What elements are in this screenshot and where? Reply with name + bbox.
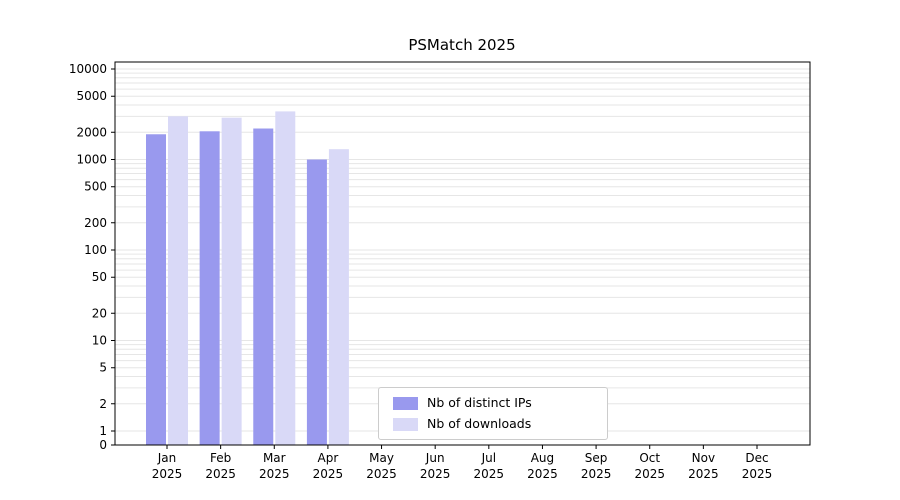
x-tick-label-month: Jul [481,451,496,465]
x-tick-label-month: Mar [263,451,286,465]
x-tick-label-year: 2025 [259,467,290,481]
y-tick-label: 50 [92,270,107,284]
x-tick-label-year: 2025 [474,467,505,481]
y-tick-label: 2000 [76,125,107,139]
y-tick-label: 20 [92,306,107,320]
y-tick-label: 10000 [69,62,107,76]
y-tick-label: 0 [99,438,107,452]
x-tick-label-month: Dec [745,451,768,465]
tick-marks [111,68,758,449]
x-tick-label-year: 2025 [205,467,236,481]
y-tick-label: 1 [99,424,107,438]
x-tick-label-month: Aug [531,451,554,465]
x-tick-label-year: 2025 [152,467,183,481]
bar-distinct-ips-mar [253,128,274,445]
y-tick-label: 5 [99,361,107,375]
legend-item: Nb of distinct IPs [393,396,593,410]
x-tick-label-month: Nov [692,451,715,465]
bar-distinct-ips-feb [199,131,220,446]
bar-downloads-feb [221,117,242,445]
legend-label: Nb of downloads [427,416,532,431]
legend: Nb of distinct IPs Nb of downloads [378,387,608,440]
x-tick-label-month: Oct [639,451,660,465]
axis-labels: 01 2 5 10 20 50 100 200 500 1000 2000 5000 10000 Jan 2… [69,62,772,481]
y-tick-label: 500 [84,180,107,194]
x-tick-label-year: 2025 [634,467,665,481]
y-tick-label: 10 [92,334,107,348]
x-tick-label-month: Sep [585,451,608,465]
chart-title: PSMatch 2025 [408,36,515,54]
x-tick-label-year: 2025 [420,467,451,481]
y-tick-label: 2 [99,397,107,411]
x-tick-label-month: Jun [425,451,445,465]
x-tick-label-year: 2025 [527,467,558,481]
y-tick-label: 200 [84,216,107,230]
x-tick-label-month: Apr [318,451,339,465]
bar-distinct-ips-apr [306,159,327,445]
bar-downloads-mar [275,111,296,446]
legend-item: Nb of downloads [393,417,593,431]
legend-label: Nb of distinct IPs [427,395,532,410]
x-tick-label-year: 2025 [688,467,719,481]
x-tick-label-year: 2025 [742,467,773,481]
axes-frame [114,61,811,446]
x-tick-label-month: May [369,451,394,465]
x-tick-label-year: 2025 [581,467,612,481]
legend-swatch [393,417,418,431]
y-tick-label: 100 [84,243,107,257]
bar-downloads-jan [168,116,188,445]
x-tick-label-year: 2025 [366,467,397,481]
y-tick-label: 1000 [76,153,107,167]
legend-swatch [393,396,418,410]
x-tick-label-month: Feb [210,451,231,465]
x-tick-label-year: 2025 [313,467,344,481]
x-tick-label-month: Jan [157,451,177,465]
bar-downloads-apr [328,149,349,446]
bar-distinct-ips-jan [146,134,166,445]
y-tick-label: 5000 [76,89,107,103]
bars-group [146,111,349,446]
